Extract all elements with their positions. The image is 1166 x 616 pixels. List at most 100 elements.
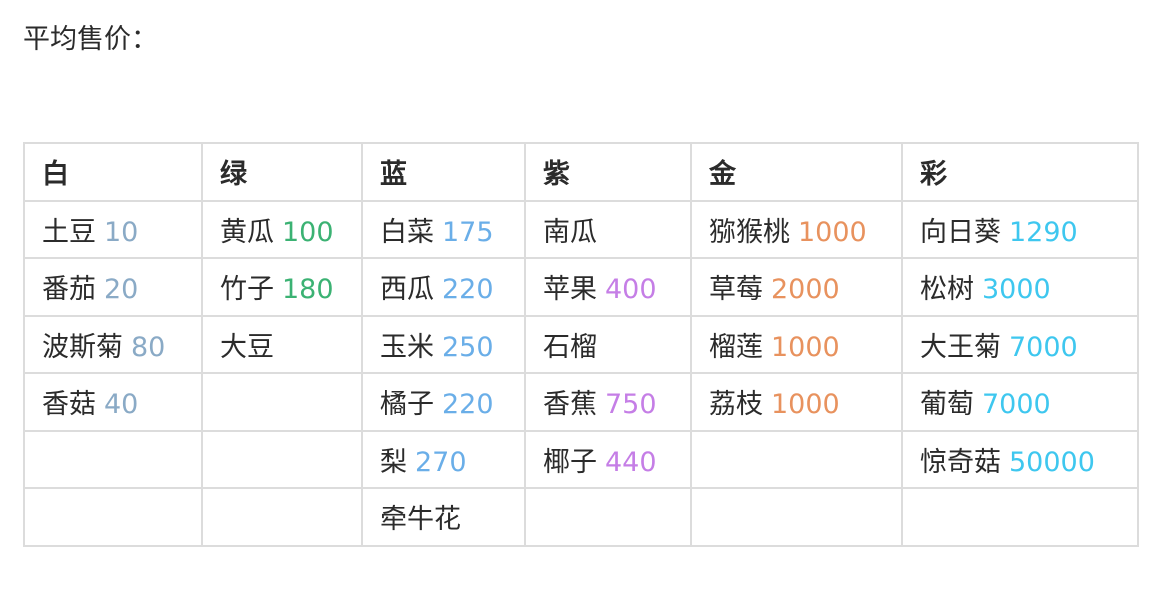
item-price: 7000: [1009, 331, 1078, 363]
table-cell: 牵牛花: [361, 487, 526, 547]
item-price: 80: [131, 331, 166, 363]
table-cell: 竹子 180: [201, 257, 363, 317]
item-price: 175: [442, 216, 494, 248]
column-header: 白: [23, 142, 203, 202]
item-name: 竹子: [220, 274, 274, 306]
table-row: 香菇 40 橘子 220 香蕉 750 荔枝 1000 葡萄 7000: [23, 372, 1139, 432]
table-cell: 橘子 220: [361, 372, 526, 432]
item-name: 番茄: [42, 274, 96, 306]
item-price: 20: [104, 274, 139, 306]
item-price: 440: [605, 446, 657, 478]
table-cell: [690, 429, 903, 489]
table-cell: 波斯菊 80: [23, 314, 203, 374]
table-row: 波斯菊 80 大豆 玉米 250 石榴 榴莲 1000 大王菊 7000: [23, 314, 1139, 374]
item-price: 220: [442, 274, 494, 306]
column-header: 紫: [524, 142, 692, 202]
column-header: 彩: [901, 142, 1139, 202]
header-row: 白绿蓝紫金彩: [23, 142, 1139, 202]
item-name: 椰子: [543, 446, 597, 478]
item-name: 土豆: [42, 216, 96, 248]
table-cell: [23, 429, 203, 489]
table-cell: 石榴: [524, 314, 692, 374]
table-cell: 榴莲 1000: [690, 314, 903, 374]
item-name: 石榴: [543, 331, 597, 363]
item-price: 180: [282, 274, 334, 306]
item-name: 香蕉: [543, 389, 597, 421]
table-cell: 黄瓜 100: [201, 199, 363, 259]
item-price: 3000: [982, 274, 1051, 306]
item-name: 西瓜: [380, 274, 434, 306]
item-price: 220: [442, 389, 494, 421]
table-row: 牵牛花: [23, 487, 1139, 547]
item-price: 10: [104, 216, 139, 248]
table-cell: 松树 3000: [901, 257, 1139, 317]
item-name: 黄瓜: [220, 216, 274, 248]
item-price: 1000: [771, 389, 840, 421]
item-name: 惊奇菇: [920, 446, 1001, 478]
item-name: 草莓: [709, 274, 763, 306]
table-cell: 草莓 2000: [690, 257, 903, 317]
column-header: 金: [690, 142, 903, 202]
table-cell: [201, 372, 363, 432]
item-name: 苹果: [543, 274, 597, 306]
table-cell: 向日葵 1290: [901, 199, 1139, 259]
table-cell: 苹果 400: [524, 257, 692, 317]
item-name: 榴莲: [709, 331, 763, 363]
item-name: 葡萄: [920, 389, 974, 421]
item-name: 波斯菊: [42, 331, 123, 363]
table-cell: 荔枝 1000: [690, 372, 903, 432]
item-name: 玉米: [380, 331, 434, 363]
table-cell: [524, 487, 692, 547]
item-price: 1000: [798, 216, 867, 248]
item-price: 750: [605, 389, 657, 421]
table-cell: 大王菊 7000: [901, 314, 1139, 374]
table-cell: 土豆 10: [23, 199, 203, 259]
table-cell: [690, 487, 903, 547]
column-header: 蓝: [361, 142, 526, 202]
table-row: 番茄 20 竹子 180 西瓜 220 苹果 400 草莓 2000 松树 3000: [23, 257, 1139, 317]
item-name: 橘子: [380, 389, 434, 421]
item-name: 大豆: [220, 331, 274, 363]
item-name: 松树: [920, 274, 974, 306]
table-cell: [23, 487, 203, 547]
table-cell: 大豆: [201, 314, 363, 374]
item-price: 100: [282, 216, 334, 248]
table-cell: 椰子 440: [524, 429, 692, 489]
item-name: 猕猴桃: [709, 216, 790, 248]
item-name: 香菇: [42, 389, 96, 421]
table-cell: 南瓜: [524, 199, 692, 259]
table-cell: 香蕉 750: [524, 372, 692, 432]
column-header: 绿: [201, 142, 363, 202]
item-price: 2000: [771, 274, 840, 306]
table-cell: 玉米 250: [361, 314, 526, 374]
item-name: 牵牛花: [380, 504, 461, 536]
table-cell: 惊奇菇 50000: [901, 429, 1139, 489]
item-price: 1290: [1009, 216, 1078, 248]
item-name: 南瓜: [543, 216, 597, 248]
item-price: 50000: [1009, 446, 1095, 478]
item-price: 250: [442, 331, 494, 363]
item-price: 270: [415, 446, 467, 478]
table-cell: 白菜 175: [361, 199, 526, 259]
item-name: 梨: [380, 446, 407, 478]
item-price: 7000: [982, 389, 1051, 421]
item-name: 向日葵: [920, 216, 1001, 248]
table-cell: 猕猴桃 1000: [690, 199, 903, 259]
table-cell: [901, 487, 1139, 547]
table-cell: 西瓜 220: [361, 257, 526, 317]
item-price: 40: [104, 389, 139, 421]
page-title: 平均售价：: [23, 24, 158, 55]
item-name: 大王菊: [920, 331, 1001, 363]
item-name: 荔枝: [709, 389, 763, 421]
price-table: 白绿蓝紫金彩 土豆 10 黄瓜 100 白菜 175 南瓜 猕猴桃 1000 向日葵 1290 番茄 2…: [23, 142, 1139, 547]
table-cell: [201, 487, 363, 547]
table-row: 梨 270 椰子 440 惊奇菇 50000: [23, 429, 1139, 489]
item-name: 白菜: [380, 216, 434, 248]
table-cell: 香菇 40: [23, 372, 203, 432]
table-cell: [201, 429, 363, 489]
item-price: 1000: [771, 331, 840, 363]
table-cell: 梨 270: [361, 429, 526, 489]
table-cell: 葡萄 7000: [901, 372, 1139, 432]
item-price: 400: [605, 274, 657, 306]
table-cell: 番茄 20: [23, 257, 203, 317]
